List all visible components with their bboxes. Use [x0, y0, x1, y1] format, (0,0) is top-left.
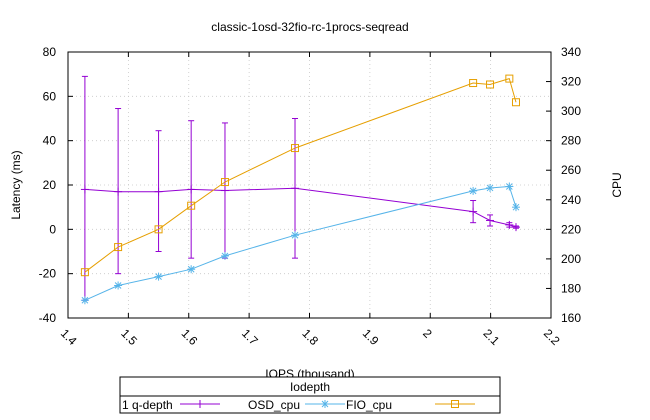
- y-tick-label: -20: [39, 267, 57, 281]
- fio-cpu-point: [80, 296, 89, 305]
- osd-cpu-point: [187, 185, 196, 194]
- x-tick-label: 2: [420, 326, 435, 341]
- fio-cpu-point: [154, 272, 163, 281]
- fio-cpu-line: [84, 185, 517, 301]
- x-tick-label: 1.8: [299, 326, 321, 348]
- osd-cpu-point: [80, 185, 89, 194]
- y2-tick-label: 340: [561, 45, 581, 59]
- y2-tick-label: 320: [561, 75, 581, 89]
- osd-cpu-point: [469, 207, 478, 216]
- series-3-point: [511, 98, 520, 107]
- fio-cpu-point: [114, 281, 123, 290]
- osd-cpu-line: [84, 187, 517, 228]
- y-axis-label: Latency (ms): [9, 150, 23, 219]
- y2-axis-label: CPU: [610, 172, 624, 197]
- osd-cpu-series: [80, 75, 520, 301]
- fio-cpu-point: [505, 182, 514, 191]
- chart-title: classic-1osd-32fio-rc-1procs-seqread: [211, 20, 408, 34]
- plot-area: [80, 74, 520, 305]
- y-tick-label: -40: [39, 311, 57, 325]
- legend-title: Iodepth: [290, 380, 330, 394]
- series-3-line: [84, 77, 517, 273]
- legend-label-osd-cpu: OSD_cpu: [248, 398, 300, 412]
- fio-cpu-point: [469, 186, 478, 195]
- series-3-point: [80, 268, 89, 277]
- osd-cpu-point: [220, 186, 229, 195]
- x-tick-label: 1.7: [239, 326, 261, 348]
- y2-tick-label: 160: [561, 311, 581, 325]
- y-tick-label: 40: [43, 134, 57, 148]
- x-tick-label: 1.4: [58, 326, 80, 348]
- series-3-point: [154, 225, 163, 234]
- osd-cpu-point: [505, 220, 514, 229]
- osd-cpu-point: [511, 223, 520, 232]
- series-3-point: [505, 74, 514, 83]
- legend: Iodepth 1 q-depth OSD_cpu FIO_cpu: [119, 376, 501, 414]
- x-tick-label: 2.2: [541, 326, 563, 348]
- series-3-point: [114, 243, 123, 252]
- x-tick-label: 1.9: [360, 326, 382, 348]
- grid: [68, 52, 551, 318]
- fio-cpu-point: [511, 203, 520, 212]
- y2-tick-label: 220: [561, 222, 581, 236]
- series-3-point: [220, 178, 229, 187]
- fio-cpu-point: [291, 231, 300, 240]
- legend-marker-series-3: [451, 400, 459, 408]
- osd-cpu-point: [291, 184, 300, 193]
- y-tick-label: 80: [43, 45, 57, 59]
- x-tick-label: 1.6: [179, 326, 201, 348]
- x-tick-label: 2.1: [481, 326, 503, 348]
- fio-cpu-point: [486, 183, 495, 192]
- fio-cpu-point: [187, 265, 196, 274]
- series-3-point: [469, 79, 478, 88]
- legend-marker-osd-cpu: [196, 400, 204, 408]
- osd-cpu-point: [486, 216, 495, 225]
- y2-tick-label: 300: [561, 104, 581, 118]
- series-3-point: [486, 80, 495, 89]
- legend-marker-fio-cpu: [321, 400, 329, 408]
- y2-tick-label: 280: [561, 134, 581, 148]
- y2-tick-label: 240: [561, 193, 581, 207]
- osd-cpu-point: [154, 187, 163, 196]
- y-tick-label: 60: [43, 89, 57, 103]
- y-tick-label: 0: [49, 222, 56, 236]
- y2-tick-label: 200: [561, 252, 581, 266]
- osd-cpu-point: [114, 187, 123, 196]
- fio-cpu-series: [80, 182, 520, 305]
- fio-cpu-point: [220, 251, 229, 260]
- series-3-point: [187, 201, 196, 210]
- legend-entries: OSD_cpu FIO_cpu: [180, 398, 475, 412]
- series-3-point: [291, 144, 300, 153]
- y-tick-label: 20: [43, 178, 57, 192]
- legend-group-label: 1 q-depth: [122, 398, 173, 412]
- series-3-series: [80, 74, 520, 277]
- x-tick-label: 1.5: [118, 326, 140, 348]
- legend-label-fio-cpu: FIO_cpu: [346, 398, 392, 412]
- y2-tick-label: 180: [561, 281, 581, 295]
- axes: 1.4 1.5 1.6 1.7 1.8 1.9 2 2.1 2.2 -40 -20 0 20 40 60 80…: [39, 45, 582, 348]
- y2-tick-label: 260: [561, 163, 581, 177]
